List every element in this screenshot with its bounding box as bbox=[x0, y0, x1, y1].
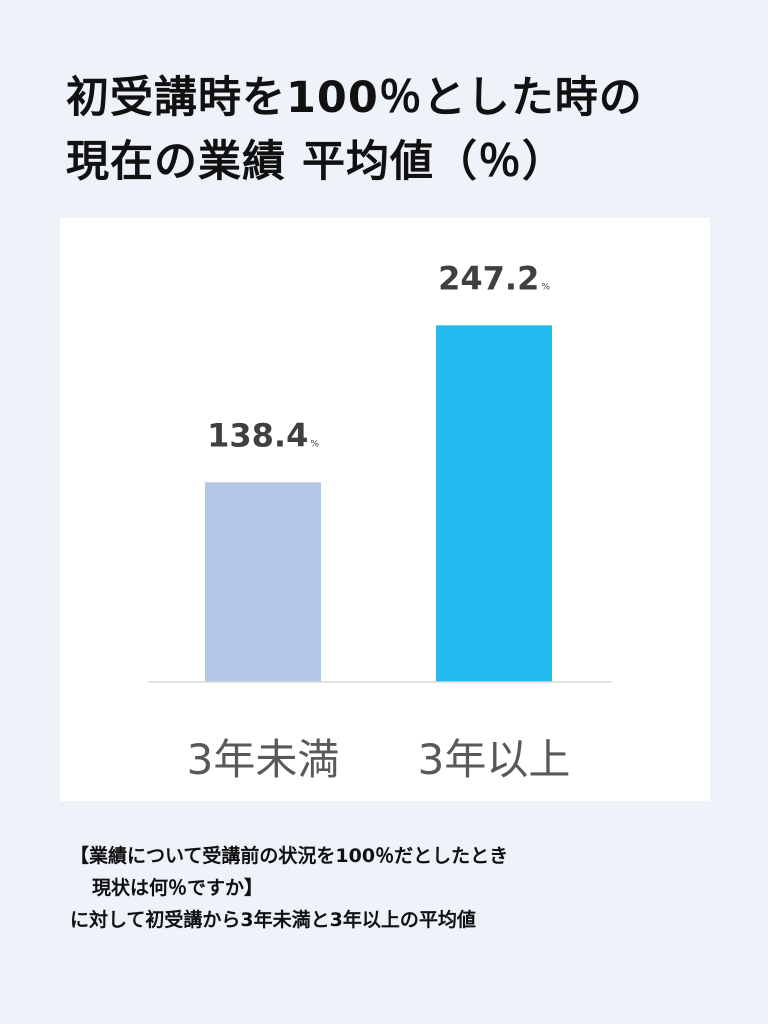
bar-1 bbox=[205, 482, 321, 682]
bar-value-label-1: 138.4% bbox=[207, 416, 319, 454]
bar-chart: 138.4 % 3年未満 247.2 % 3年以上 bbox=[148, 259, 612, 784]
footnote-line-2: 現状は何％ですか】 bbox=[92, 877, 264, 899]
footnote-line-1: 【業績について受講前の状況を100％だとしたとき bbox=[70, 845, 509, 867]
chart-panel: 138.4% 3年未満 247.2% 3年以上 bbox=[60, 218, 710, 801]
category-label-2: 3年以上 bbox=[418, 735, 571, 784]
footnote-line-3: に対して初受講から3年未満と3年以上の平均値 bbox=[70, 909, 476, 931]
chart-title: 初受講時を100％とした時の 現在の業績 平均値（％） bbox=[66, 66, 726, 194]
category-label-1: 3年未満 bbox=[187, 735, 340, 784]
bar-value-label-2: 247.2% bbox=[438, 259, 550, 297]
title-line-2: 現在の業績 平均値（％） bbox=[66, 137, 566, 187]
bar-2 bbox=[436, 325, 552, 682]
title-line-1: 初受講時を100％とした時の bbox=[66, 73, 643, 123]
footnote: 【業績について受講前の状況を100％だとしたとき 現状は何％ですか】 に対して初… bbox=[70, 840, 730, 936]
